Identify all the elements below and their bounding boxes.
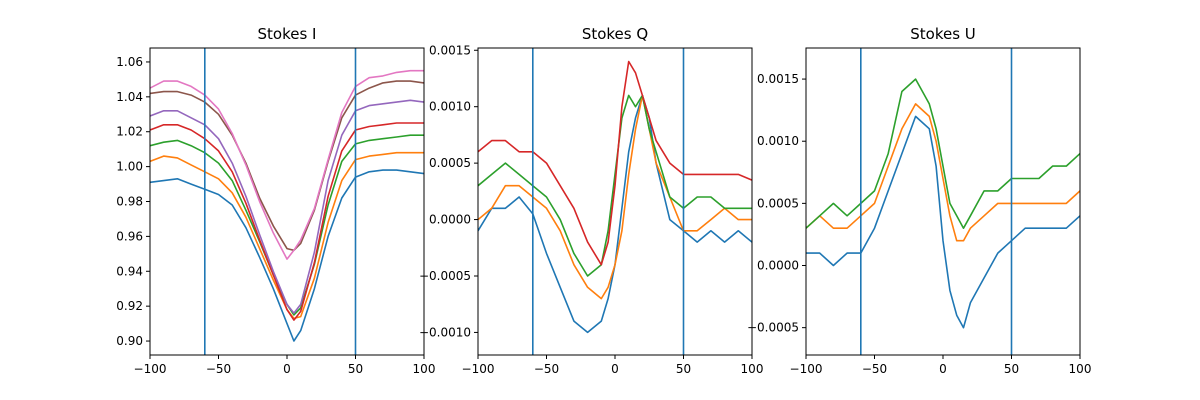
stokes-i-series-line-1 (150, 169, 424, 342)
stokes-q-ytick-label: −0.0010 (419, 325, 471, 339)
stokes-q-title: Stokes Q (582, 25, 648, 43)
stokes-i-xtick-label: −100 (134, 362, 167, 376)
stokes-i-ytick-label: 0.98 (116, 195, 143, 209)
stokes-u-ytick-label: −0.0005 (747, 321, 799, 335)
stokes-q-xtick-label: 50 (676, 362, 691, 376)
stokes-i-series-line-3 (150, 134, 424, 316)
stokes-i-xtick-label: 100 (413, 362, 436, 376)
stokes-q-series-group (478, 60, 752, 334)
stokes-i-ytick-label: 0.96 (116, 229, 143, 243)
stokes-u-panel: −100 −50 0 50 100 −0.0005 0.0000 0.0005 0.0010 0.… (747, 25, 1092, 376)
stokes-u-series-line-3 (806, 78, 1080, 229)
stokes-q-panel: −100 −50 0 50 100 −0.0010 −0.0005 0.0000 0.0005 0… (419, 25, 764, 376)
stokes-i-xtick-label: −50 (206, 362, 231, 376)
stokes-i-title: Stokes I (258, 25, 317, 43)
stokes-i-series-line-4 (150, 122, 424, 321)
stokes-u-xtick-label: 0 (939, 362, 947, 376)
stokes-q-xtick-label: 100 (741, 362, 764, 376)
stokes-i-ytick-label: 0.92 (116, 299, 143, 313)
stokes-i-xtick-label: 50 (348, 362, 363, 376)
stokes-q-xtick-label: 0 (611, 362, 619, 376)
stokes-i-panel: −100 −50 0 50 100 0.90 0.92 0.94 0.96 0.98 1.00 1.0… (116, 25, 435, 376)
stokes-u-xtick-label: 100 (1069, 362, 1092, 376)
stokes-i-series-line-6 (150, 80, 424, 252)
stokes-u-axes-frame (805, 47, 1081, 356)
stokes-u-series-line-1 (806, 115, 1080, 329)
stokes-u-ytick-label: 0.0015 (757, 72, 799, 86)
stokes-q-axes-frame (477, 47, 753, 356)
stokes-q-xtick-label: −100 (462, 362, 495, 376)
stokes-q-series-line-4 (478, 60, 752, 266)
stokes-i-series-line-5 (150, 99, 424, 314)
stokes-i-xtick-label: 0 (283, 362, 291, 376)
stokes-i-ytick-label: 1.04 (116, 90, 143, 104)
stokes-i-series-group (150, 69, 424, 342)
stokes-q-ytick-label: 0.0015 (429, 43, 471, 57)
stokes-i-series-line-2 (150, 151, 424, 320)
stokes-i-ytick-label: 0.90 (116, 334, 143, 348)
stokes-q-series-line-1 (478, 94, 752, 334)
stokes-i-series-line-7 (150, 69, 424, 260)
stokes-q-xtick-label: −50 (534, 362, 559, 376)
stokes-u-xtick-label: −50 (862, 362, 887, 376)
stokes-i-ytick-label: 1.02 (116, 125, 143, 139)
stokes-u-xtick-label: 50 (1004, 362, 1019, 376)
stokes-i-ytick-label: 1.00 (116, 160, 143, 174)
stokes-i-ytick-label: 1.06 (116, 55, 143, 69)
stokes-q-ytick-label: −0.0005 (419, 269, 471, 283)
stokes-q-ytick-label: 0.0005 (429, 156, 471, 170)
stokes-u-ytick-label: 0.0000 (757, 259, 799, 273)
stokes-u-xtick-label: −100 (790, 362, 823, 376)
stokes-u-title: Stokes U (910, 25, 976, 43)
stokes-u-series-group (806, 78, 1080, 329)
stokes-q-ytick-label: 0.0000 (429, 213, 471, 227)
stokes-u-ytick-label: 0.0005 (757, 196, 799, 210)
stokes-u-series-line-2 (806, 103, 1080, 242)
stokes-i-ytick-label: 0.94 (116, 264, 143, 278)
stokes-u-ytick-label: 0.0010 (757, 134, 799, 148)
stokes-q-ytick-label: 0.0010 (429, 100, 471, 114)
